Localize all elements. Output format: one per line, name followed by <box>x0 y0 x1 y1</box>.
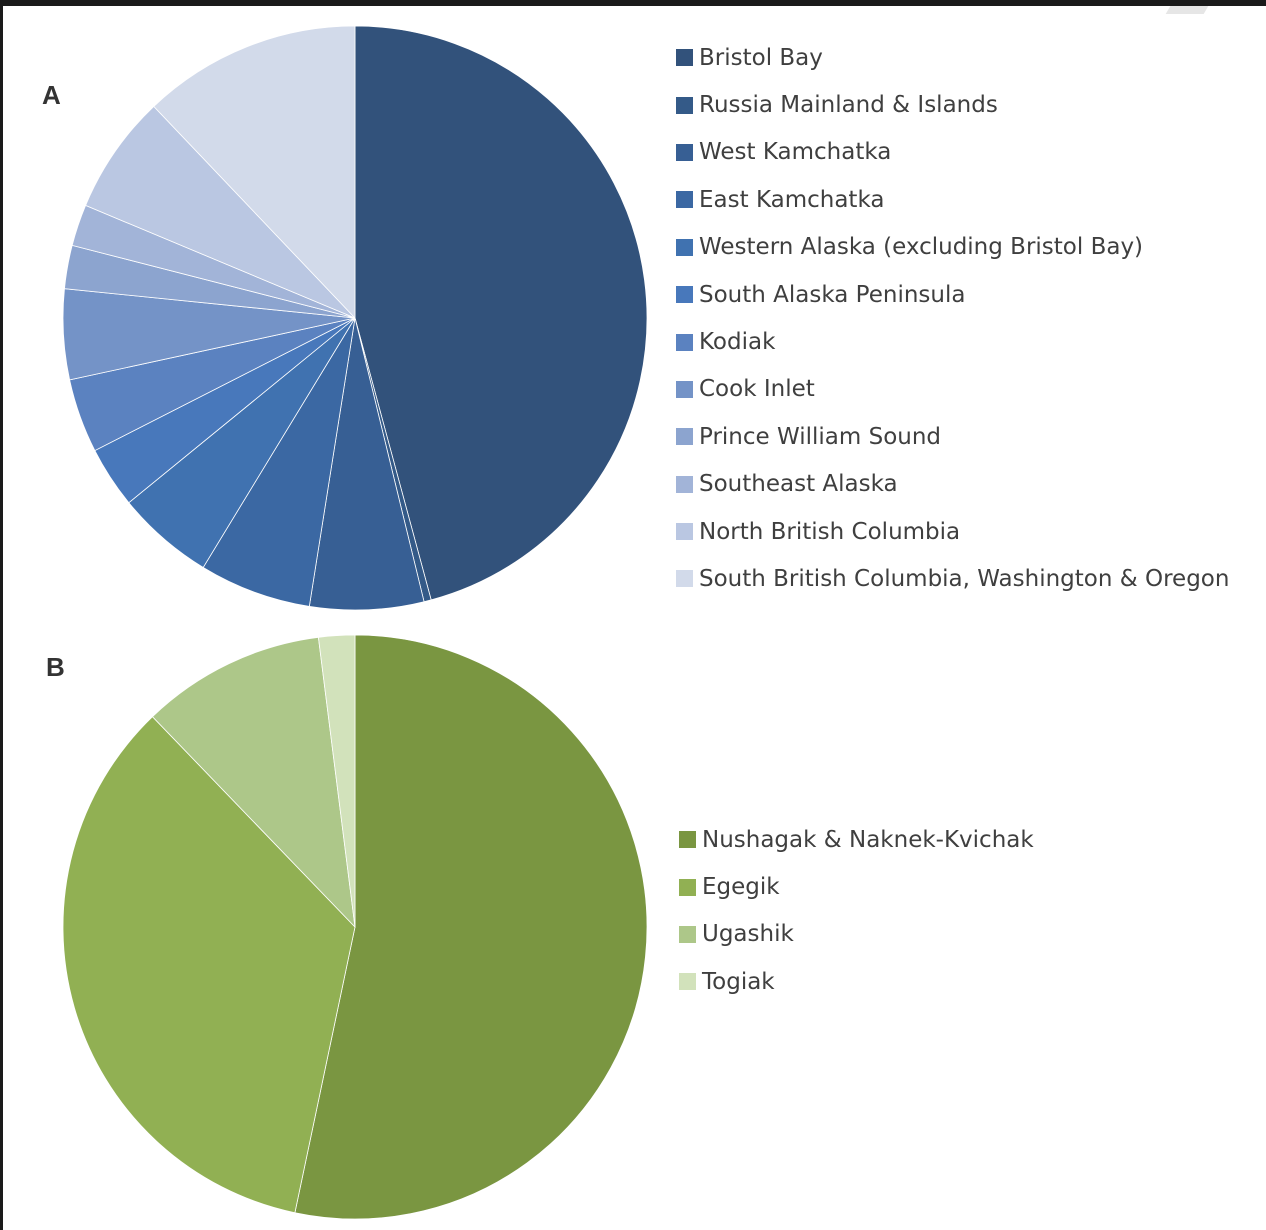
pie-a-legend-swatch <box>676 475 693 493</box>
pie-a-legend-entry: South Alaska Peninsula <box>676 271 1229 318</box>
pie-a-legend-label: South British Columbia, Washington & Ore… <box>699 565 1230 592</box>
pie-a-legend-label: Bristol Bay <box>699 44 823 71</box>
pie-b-slice-1 <box>294 634 648 1220</box>
pie-a-legend-label: Southeast Alaska <box>699 471 898 498</box>
pie-b-legend-swatch <box>679 973 696 991</box>
pie-a-legend-swatch <box>676 96 693 114</box>
pie-a-legend-swatch <box>676 523 693 541</box>
legend-b: Nushagak & Naknek-Kvichak Egegik Ugashik To… <box>679 816 1034 1006</box>
pie-a-legend-swatch <box>676 428 693 446</box>
corner-decoration <box>1165 6 1209 14</box>
pie-a-legend-entry: Western Alaska (excluding Bristol Bay) <box>676 224 1229 271</box>
pie-a-legend-entry: North British Columbia <box>676 508 1229 555</box>
pie-a-legend-entry: Southeast Alaska <box>676 461 1229 508</box>
pie-a-slice-11 <box>85 105 356 319</box>
pie-a-legend-swatch <box>676 380 693 398</box>
pie-a-legend-label: East Kamchatka <box>699 186 885 213</box>
pie-b-legend-entry: Egegik <box>679 863 1034 910</box>
pie-b-slice-4 <box>317 634 356 928</box>
pie-a-legend-swatch <box>676 570 693 588</box>
pie-a-slice-12 <box>153 25 356 320</box>
pie-a-legend-swatch <box>676 286 693 304</box>
pie-b-legend-label: Nushagak & Naknek-Kvichak <box>702 826 1034 853</box>
pie-a-legend-label: North British Columbia <box>699 518 961 545</box>
pie-b-legend-entry: Ugashik <box>679 911 1034 958</box>
pie-a-legend-swatch <box>676 49 693 67</box>
pie-a-legend-label: Russia Mainland & Islands <box>699 92 998 119</box>
pie-a-legend-swatch <box>676 191 693 209</box>
pie-a-legend-entry: Russia Mainland & Islands <box>676 81 1229 128</box>
pie-a-slice-3 <box>308 317 425 611</box>
pie-b-legend-swatch <box>679 831 696 849</box>
pie-a-legend-entry: Kodiak <box>676 318 1229 365</box>
pie-b-legend-entry: Togiak <box>679 958 1034 1005</box>
pie-a-legend-label: Kodiak <box>699 329 776 356</box>
pie-b-legend-swatch <box>679 925 696 943</box>
pie-a-legend-entry: South British Columbia, Washington & Ore… <box>676 555 1229 602</box>
pie-a-legend-label: West Kamchatka <box>699 139 892 166</box>
pie-chart-b <box>62 634 648 1220</box>
pie-b-legend-entry: Nushagak & Naknek-Kvichak <box>679 816 1034 863</box>
panel-label-a: A <box>42 80 61 110</box>
pie-b-legend-label: Egegik <box>702 874 780 901</box>
pie-b-legend-swatch <box>679 878 696 896</box>
pie-a-legend-swatch <box>676 238 693 256</box>
pie-a-legend-entry: Bristol Bay <box>676 34 1229 81</box>
pie-a-legend-swatch <box>676 143 693 161</box>
legend-a: Bristol Bay Russia Mainland & Islands West… <box>676 34 1229 603</box>
pie-a-legend-entry: Cook Inlet <box>676 366 1229 413</box>
pie-a-legend-label: Cook Inlet <box>699 376 815 403</box>
pie-a-legend-label: South Alaska Peninsula <box>699 281 966 308</box>
pie-b-legend-label: Ugashik <box>702 921 794 948</box>
pie-b-slice-3 <box>151 636 356 929</box>
pie-a-legend-entry: Prince William Sound <box>676 413 1229 460</box>
pie-b-legend-label: Togiak <box>702 968 775 995</box>
pie-chart-a <box>62 25 648 611</box>
pie-a-slice-1 <box>354 25 648 601</box>
pie-b-slice-2 <box>62 716 356 1214</box>
pie-a-legend-entry: West Kamchatka <box>676 129 1229 176</box>
pie-a-legend-entry: East Kamchatka <box>676 176 1229 223</box>
pie-a-legend-swatch <box>676 333 693 351</box>
pie-a-legend-label: Prince William Sound <box>699 423 942 450</box>
panel-label-b: B <box>46 652 65 682</box>
pie-a-legend-label: Western Alaska (excluding Bristol Bay) <box>699 234 1144 261</box>
